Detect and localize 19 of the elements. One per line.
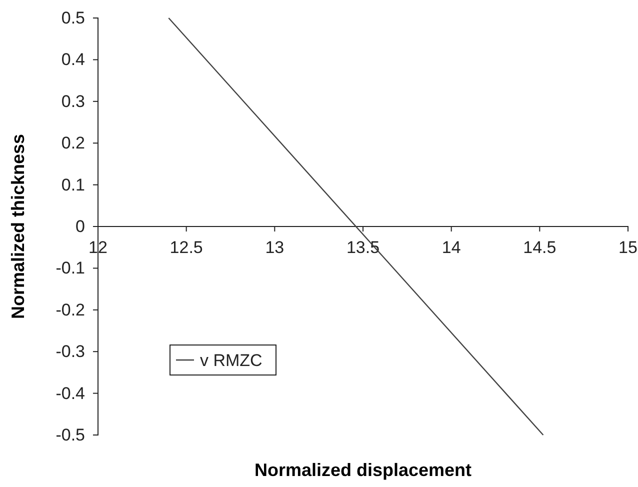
y-tick-label: 0.2 xyxy=(61,134,85,153)
y-tick-label: 0.4 xyxy=(61,50,85,70)
legend-label: v RMZC xyxy=(200,351,262,370)
x-tick-label: 14.5 xyxy=(523,238,556,257)
y-tick-label: 0.1 xyxy=(61,175,85,194)
x-tick-label: 12.5 xyxy=(170,238,203,257)
x-axis-title: Normalized displacement xyxy=(254,460,472,480)
y-tick-label: 0.3 xyxy=(61,92,85,111)
y-tick-label: -0.3 xyxy=(56,342,85,362)
x-tick-label: 14 xyxy=(442,238,461,257)
y-tick-label: -0.2 xyxy=(56,300,85,320)
x-tick-label: 15 xyxy=(618,238,638,257)
y-tick-label: -0.4 xyxy=(56,384,85,403)
x-tick-label: 13 xyxy=(265,238,284,257)
y-tick-label: -0.1 xyxy=(56,258,85,278)
y-tick-label: 0.5 xyxy=(61,8,85,28)
y-tick-label: 0 xyxy=(76,216,85,236)
y-tick-label: -0.5 xyxy=(56,425,85,444)
y-axis-title: Normalized thickness xyxy=(8,134,28,320)
